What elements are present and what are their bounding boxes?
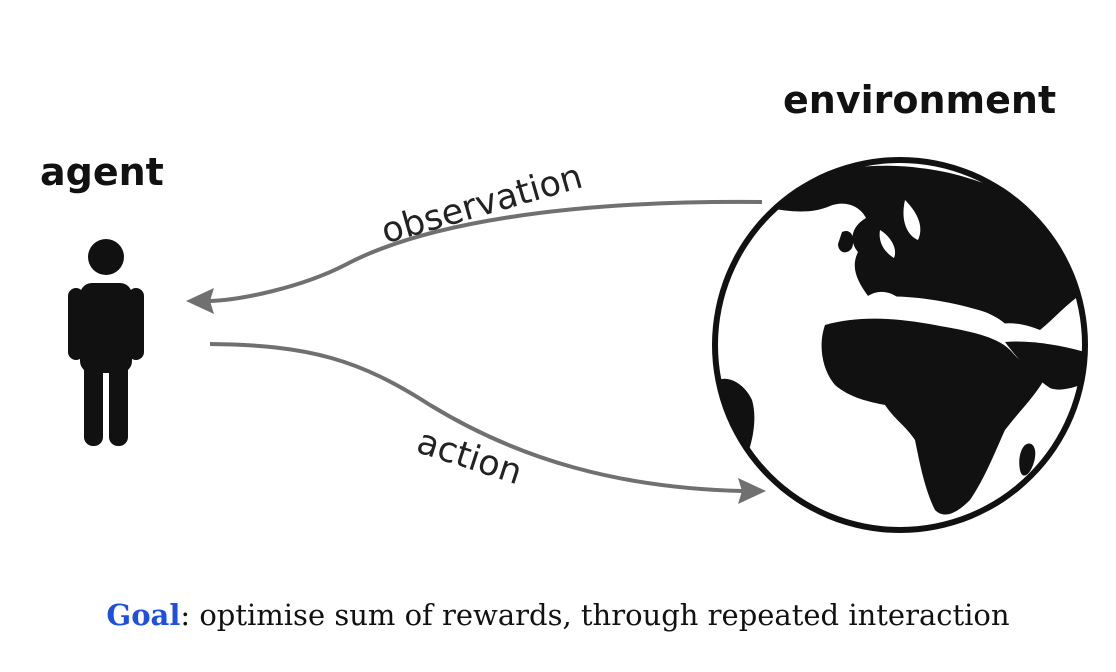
earth-globe-icon [712,157,1088,533]
agent-title: agent [40,150,164,194]
environment-title: environment [783,78,1057,122]
action-arrow [209,342,766,504]
observation-label: observation [377,157,587,253]
goal-label: Goal [106,598,181,632]
goal-caption: Goal: optimise sum of rewards, through r… [0,598,1116,632]
goal-text: : optimise sum of rewards, through repea… [180,598,1010,632]
action-label: action [412,422,527,493]
person-icon [68,239,144,446]
observation-arrow [186,199,763,314]
